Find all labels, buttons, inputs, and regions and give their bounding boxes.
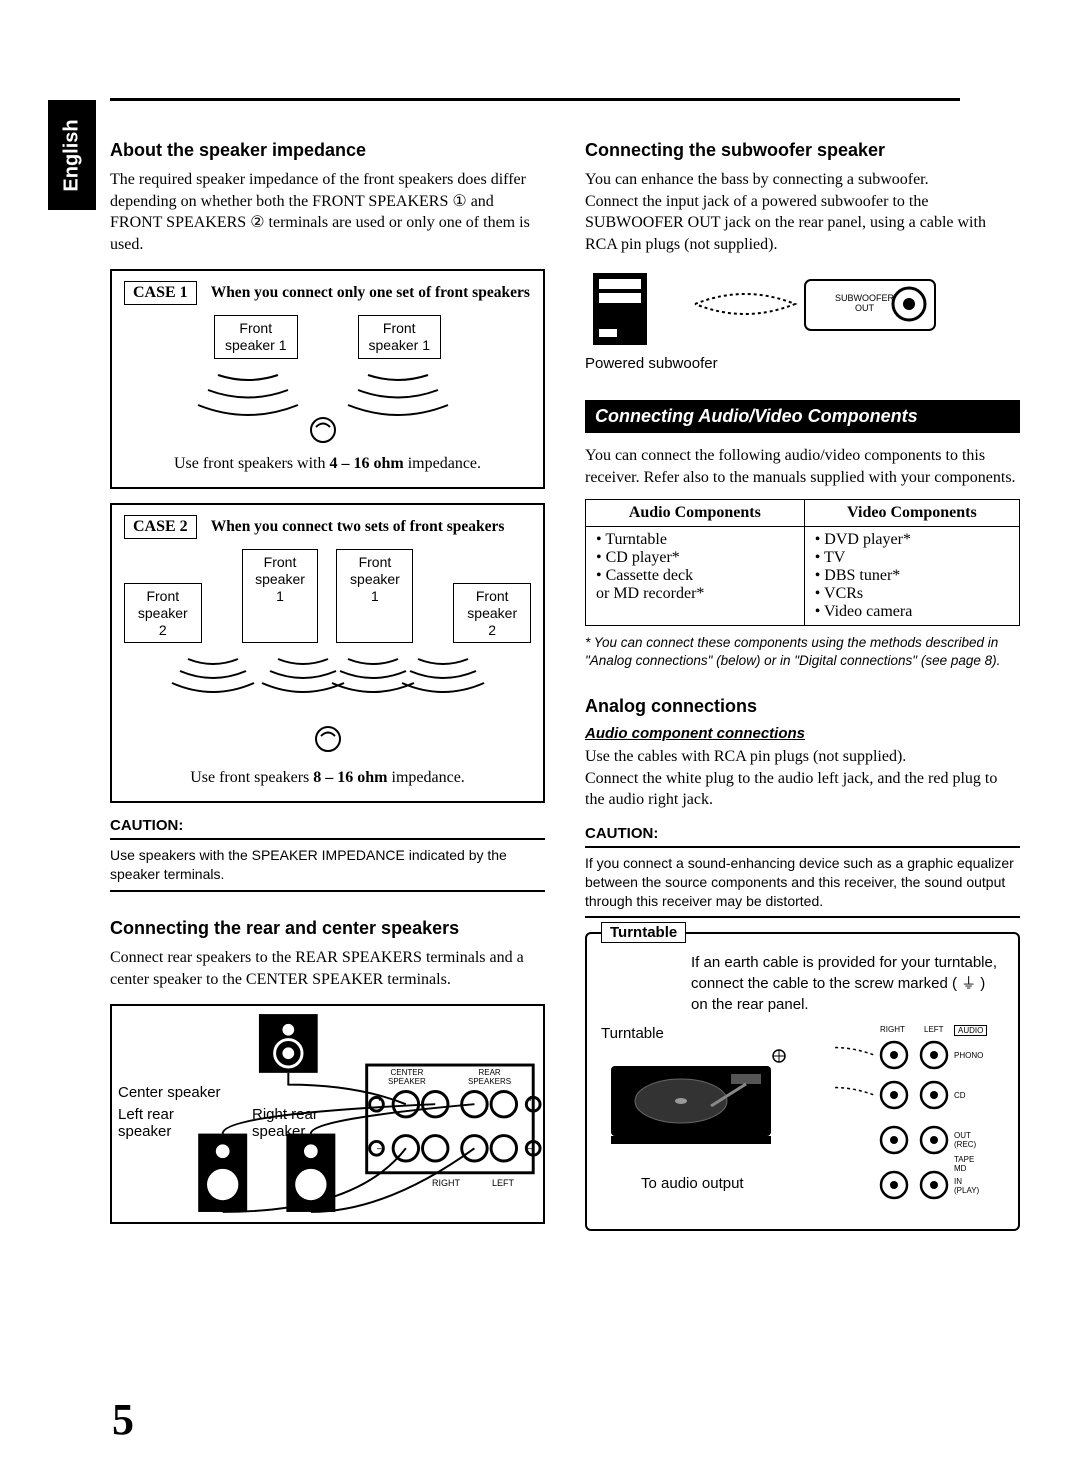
caution2-heading: CAUTION: bbox=[585, 825, 1020, 842]
case1-waves-icon bbox=[178, 365, 478, 445]
diag-rightrear-label: Right rear speaker bbox=[252, 1106, 318, 1140]
diag-center-label: Center speaker bbox=[118, 1084, 221, 1101]
case2-speaker-c: Front speaker 2 bbox=[124, 583, 202, 643]
svg-text:−: − bbox=[527, 1145, 533, 1156]
av-intro: You can connect the following audio/vide… bbox=[585, 445, 1020, 488]
svg-text:−: − bbox=[376, 1145, 382, 1156]
audio-jack-panel: RIGHT LEFT AUDIO PHONO CD OUT (REC) TAPE… bbox=[834, 1025, 1004, 1215]
case2-caption: Use front speakers 8 – 16 ohm impedance. bbox=[124, 769, 531, 787]
case1-caption: Use front speakers with 4 – 16 ohm imped… bbox=[124, 455, 531, 473]
case2-speaker-b: Front speaker 1 bbox=[336, 549, 413, 643]
diag-rear-term: REAR SPEAKERS bbox=[468, 1068, 511, 1086]
svg-text:OUT: OUT bbox=[855, 303, 875, 313]
caution2-body: If you connect a sound-enhancing device … bbox=[585, 846, 1020, 919]
language-tab: English bbox=[48, 100, 96, 210]
page-number: 5 bbox=[112, 1394, 134, 1445]
case1-box: CASE 1 When you connect only one set of … bbox=[110, 269, 545, 489]
case1-speaker-b: Front speaker 1 bbox=[358, 315, 441, 359]
sub-jack-label: SUBWOOFER bbox=[835, 293, 895, 303]
components-table: Audio Components Video Components • Turn… bbox=[585, 499, 1020, 626]
sub-caption: Powered subwoofer bbox=[585, 355, 1020, 372]
sub-body1: You can enhance the bass by connecting a… bbox=[585, 169, 1020, 191]
rear-center-body: Connect rear speakers to the REAR SPEAKE… bbox=[110, 947, 545, 990]
tt-turntable-label: Turntable bbox=[601, 1025, 824, 1042]
case2-waves-icon bbox=[158, 649, 498, 759]
diag-right: RIGHT bbox=[432, 1178, 460, 1188]
left-column: About the speaker impedance The required… bbox=[110, 140, 545, 1231]
case2-speaker-a: Front speaker 1 bbox=[242, 549, 319, 643]
td-audio: • Turntable • CD player* • Cassette deck… bbox=[586, 526, 805, 625]
subwoofer-jack-icon: SUBWOOFER OUT bbox=[685, 274, 945, 344]
diag-leftrear-label: Left rear speaker bbox=[118, 1106, 174, 1140]
turntable-label: Turntable bbox=[601, 922, 686, 943]
case2-speaker-d: Front speaker 2 bbox=[453, 583, 531, 643]
sub-body2: Connect the input jack of a powered subw… bbox=[585, 191, 1020, 256]
case1-speaker-a: Front speaker 1 bbox=[214, 315, 297, 359]
impedance-body: The required speaker impedance of the fr… bbox=[110, 169, 545, 255]
case2-box: CASE 2 When you connect two sets of fron… bbox=[110, 503, 545, 803]
heading-analog: Analog connections bbox=[585, 696, 1020, 717]
language-tab-label: English bbox=[61, 119, 84, 191]
diag-center-term: CENTER SPEAKER bbox=[388, 1068, 426, 1086]
heading-impedance: About the speaker impedance bbox=[110, 140, 545, 161]
top-rule bbox=[110, 98, 960, 101]
analog-body2: Connect the white plug to the audio left… bbox=[585, 768, 1020, 811]
caution1-body: Use speakers with the SPEAKER IMPEDANCE … bbox=[110, 838, 545, 892]
turntable-box: Turntable If an earth cable is provided … bbox=[585, 932, 1020, 1231]
case2-label: CASE 2 bbox=[124, 515, 197, 539]
content-columns: About the speaker impedance The required… bbox=[110, 140, 1020, 1231]
tt-to-output: To audio output bbox=[641, 1175, 824, 1192]
subwoofer-icon bbox=[585, 269, 655, 349]
case1-label: CASE 1 bbox=[124, 281, 197, 305]
svg-text:+: + bbox=[527, 1095, 533, 1106]
subwoofer-diagram: SUBWOOFER OUT bbox=[585, 269, 1020, 349]
heading-rear-center: Connecting the rear and center speakers bbox=[110, 918, 545, 939]
th-video: Video Components bbox=[804, 499, 1019, 526]
caution1-heading: CAUTION: bbox=[110, 817, 545, 834]
sub-audio-conn: Audio component connections bbox=[585, 725, 1020, 742]
diag-left: LEFT bbox=[492, 1178, 514, 1188]
th-audio: Audio Components bbox=[586, 499, 805, 526]
section-av-heading: Connecting Audio/Video Components bbox=[585, 400, 1020, 433]
turntable-note: If an earth cable is provided for your t… bbox=[691, 952, 1004, 1015]
components-footnote: * You can connect these components using… bbox=[585, 634, 1020, 670]
analog-body1: Use the cables with RCA pin plugs (not s… bbox=[585, 746, 1020, 768]
right-column: Connecting the subwoofer speaker You can… bbox=[585, 140, 1020, 1231]
case1-title: When you connect only one set of front s… bbox=[211, 284, 530, 302]
td-video: • DVD player* • TV • DBS tuner* • VCRs •… bbox=[804, 526, 1019, 625]
case2-title: When you connect two sets of front speak… bbox=[211, 518, 505, 536]
heading-subwoofer: Connecting the subwoofer speaker bbox=[585, 140, 1020, 161]
rear-center-diagram: ++ −− Center speaker Left rear speaker R… bbox=[110, 1004, 545, 1224]
turntable-icon bbox=[601, 1046, 791, 1166]
